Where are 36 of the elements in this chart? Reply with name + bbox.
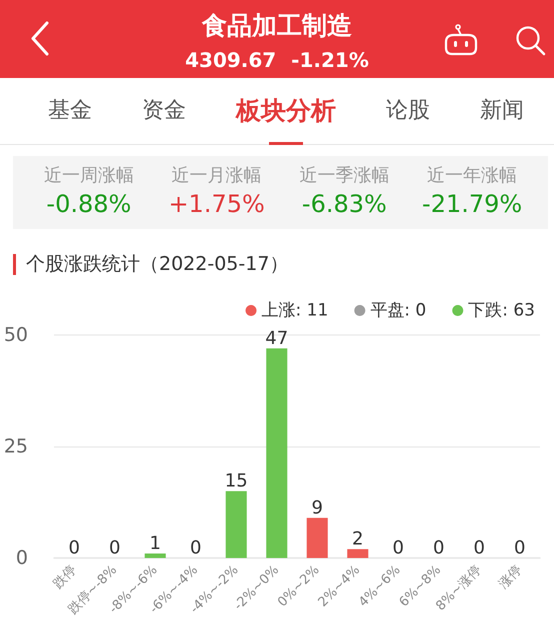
tab-bar: 基金 资金 板块分析 论股 新闻 xyxy=(0,78,554,145)
category-label: 近一年涨幅 xyxy=(426,165,518,187)
legend-label: 上涨: 11 xyxy=(262,300,328,320)
data-label: -0.88% xyxy=(45,189,132,220)
x-tick-label: 跌停 xyxy=(50,562,80,592)
data-label: 2 xyxy=(352,528,364,550)
y-tick-label: 50 xyxy=(4,324,28,346)
y-tick-label: 0 xyxy=(16,547,28,569)
category-label: 近一周涨幅 xyxy=(42,165,135,187)
data-label: 15 xyxy=(224,470,248,492)
header-bar: 食品加工制造 4309.67 -1.21% xyxy=(0,0,554,78)
data-label: 47 xyxy=(265,328,288,349)
data-label: 0 xyxy=(514,538,526,558)
data-label: -21.79% xyxy=(421,189,524,220)
bar xyxy=(144,554,166,558)
data-label: 0 xyxy=(474,538,485,558)
legend-label: 平盘: 0 xyxy=(370,300,426,320)
chart-title: 个股涨跌统计（2022-05-17） xyxy=(26,252,288,277)
bar xyxy=(266,348,288,558)
x-tick-label: 涨停 xyxy=(496,562,526,592)
data-label: +1.75% xyxy=(167,189,266,220)
data-label: 0 xyxy=(433,538,444,558)
data-label: 0 xyxy=(392,538,404,558)
y-tick-label: 25 xyxy=(4,436,28,458)
category-label: 近一月涨幅 xyxy=(170,165,263,187)
bar xyxy=(226,491,247,558)
data-label: 1 xyxy=(150,533,161,554)
data-label: 9 xyxy=(312,497,323,518)
data-label: 0 xyxy=(109,538,120,558)
data-label: 0 xyxy=(68,538,80,558)
data-label: -6.83% xyxy=(300,189,388,220)
bar xyxy=(347,549,368,558)
bar xyxy=(306,518,328,558)
legend-label: 下跌: 63 xyxy=(468,300,535,320)
data-label: 0 xyxy=(190,538,202,558)
category-label: 近一季涨幅 xyxy=(298,165,390,187)
